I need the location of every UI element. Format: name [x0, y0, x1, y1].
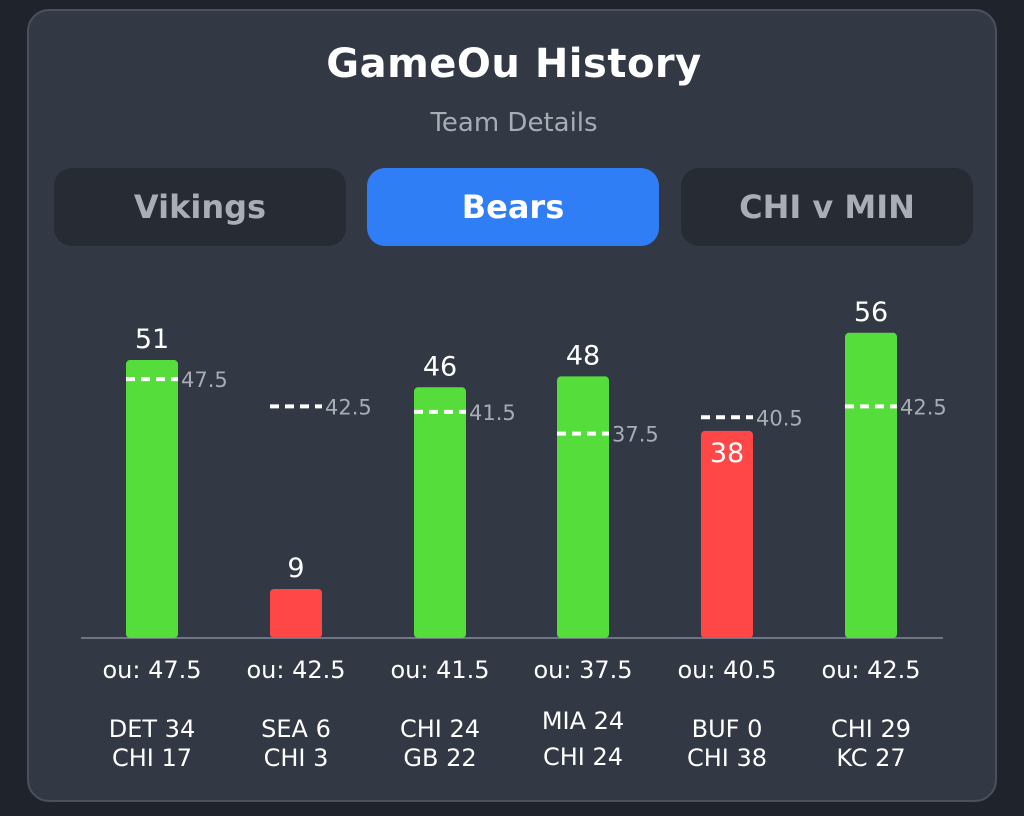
bar-game-6 — [845, 332, 897, 638]
ou-text-2: ou: 42.5 — [246, 656, 345, 684]
score-line2-4: CHI 24 — [543, 743, 623, 771]
score-line1-4: MIA 24 — [542, 707, 624, 735]
total-label-4: 48 — [566, 340, 600, 371]
bar-game-4 — [557, 376, 609, 638]
score-line2-2: CHI 3 — [264, 744, 329, 772]
score-line1-5: BUF 0 — [692, 715, 763, 743]
score-line1-2: SEA 6 — [261, 715, 331, 743]
total-label-2: 9 — [287, 553, 304, 584]
bar-game-1 — [126, 360, 178, 638]
ou-text-1: ou: 47.5 — [102, 656, 201, 684]
bar-game-5 — [701, 430, 753, 638]
ou-line-label-1: 47.5 — [181, 368, 228, 392]
ou-text-6: ou: 42.5 — [821, 656, 920, 684]
ou-line-label-4: 37.5 — [612, 423, 659, 447]
ou-line-label-3: 41.5 — [469, 401, 516, 425]
ou-line-label-6: 42.5 — [900, 395, 947, 419]
tab-vikings[interactable]: Vikings — [54, 168, 346, 246]
score-line1-3: CHI 24 — [400, 715, 480, 743]
tab-bears[interactable]: Bears — [367, 168, 659, 246]
bar-game-2 — [270, 588, 322, 638]
ou-line-label-2: 42.5 — [325, 395, 372, 419]
total-label-6: 56 — [854, 297, 888, 328]
total-label-5: 38 — [710, 438, 744, 469]
ou-text-5: ou: 40.5 — [677, 656, 776, 684]
total-label-1: 51 — [135, 324, 169, 355]
score-line1-6: CHI 29 — [831, 715, 911, 743]
bar-game-3 — [414, 387, 466, 638]
total-label-3: 46 — [423, 351, 457, 382]
score-line2-3: GB 22 — [403, 744, 476, 772]
ou-text-3: ou: 41.5 — [390, 656, 489, 684]
page-subtitle: Team Details — [430, 108, 598, 138]
score-line2-6: KC 27 — [836, 744, 905, 772]
history-card: GameOu History Team Details Vikings Bear… — [27, 9, 997, 802]
page-title: GameOu History — [326, 41, 702, 87]
score-line2-1: CHI 17 — [112, 744, 192, 772]
ou-text-4: ou: 37.5 — [533, 656, 632, 684]
score-line1-1: DET 34 — [109, 715, 195, 743]
ou-line-label-5: 40.5 — [756, 406, 803, 430]
tab-chi-v-min[interactable]: CHI v MIN — [681, 168, 973, 246]
score-line2-5: CHI 38 — [687, 744, 767, 772]
